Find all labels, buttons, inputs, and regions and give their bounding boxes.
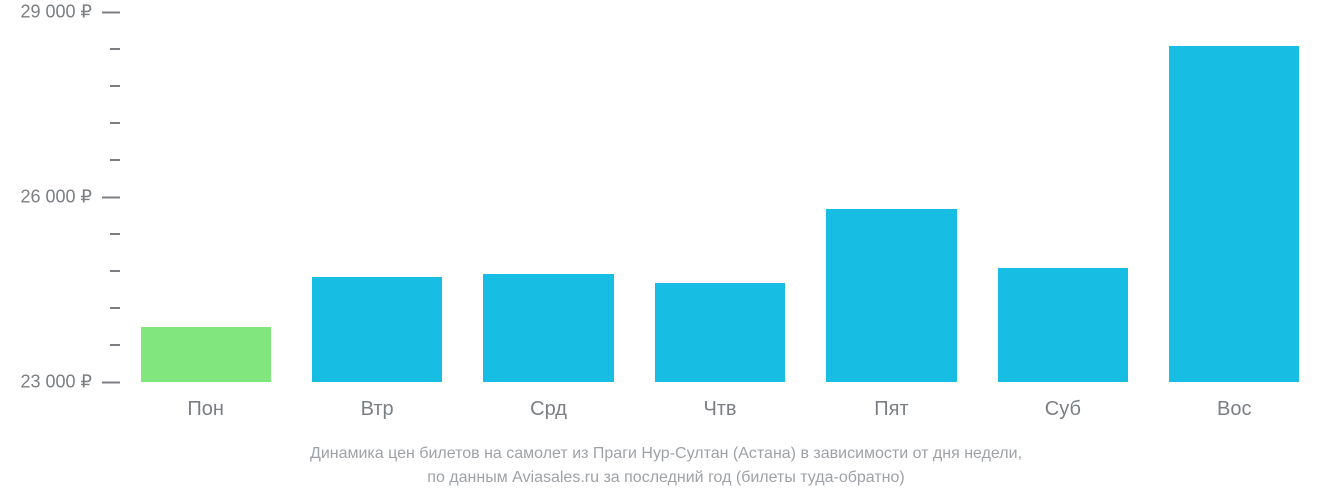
y-tick (110, 159, 120, 161)
x-axis-label: Вос (1217, 382, 1251, 421)
x-axis-label: Пят (874, 382, 908, 421)
y-tick-mark (102, 381, 120, 383)
y-tick (110, 48, 120, 50)
y-tick (110, 233, 120, 235)
plot-area: 23 000 ₽26 000 ₽29 000 ₽ ПонВтрСрдЧтвПят… (120, 12, 1320, 382)
y-tick (110, 85, 120, 87)
caption-line-1: Динамика цен билетов на самолет из Праги… (0, 442, 1332, 466)
y-tick: 23 000 ₽ (20, 372, 120, 393)
y-tick-label: 23 000 ₽ (20, 372, 96, 393)
bar (483, 274, 613, 382)
bar (1169, 46, 1299, 382)
bar (655, 283, 785, 382)
y-tick-mark (102, 11, 120, 13)
y-tick (110, 270, 120, 272)
y-tick-mark (110, 344, 120, 346)
bar (826, 209, 956, 382)
y-tick-label: 26 000 ₽ (20, 187, 96, 208)
y-tick (110, 344, 120, 346)
x-axis-label: Пон (187, 382, 224, 421)
caption-line-2: по данным Aviasales.ru за последний год … (0, 466, 1332, 490)
y-tick: 29 000 ₽ (20, 2, 120, 23)
y-tick-mark (110, 270, 120, 272)
y-tick-mark (110, 48, 120, 50)
x-axis-label: Суб (1045, 382, 1081, 421)
x-axis-label: Чтв (703, 382, 736, 421)
chart-caption: Динамика цен билетов на самолет из Праги… (0, 442, 1332, 490)
y-tick-mark (102, 196, 120, 198)
y-tick-mark (110, 159, 120, 161)
y-tick (110, 307, 120, 309)
y-tick-mark (110, 85, 120, 87)
x-axis-label: Втр (361, 382, 394, 421)
bar (998, 268, 1128, 382)
y-tick (110, 122, 120, 124)
bar (312, 277, 442, 382)
bars-container: ПонВтрСрдЧтвПятСубВос (120, 12, 1320, 382)
y-tick: 26 000 ₽ (20, 187, 120, 208)
x-axis-label: Срд (530, 382, 567, 421)
y-tick-mark (110, 122, 120, 124)
y-tick-label: 29 000 ₽ (20, 2, 96, 23)
bar (141, 327, 271, 383)
y-tick-mark (110, 307, 120, 309)
price-by-weekday-chart: 23 000 ₽26 000 ₽29 000 ₽ ПонВтрСрдЧтвПят… (0, 0, 1332, 502)
y-tick-mark (110, 233, 120, 235)
